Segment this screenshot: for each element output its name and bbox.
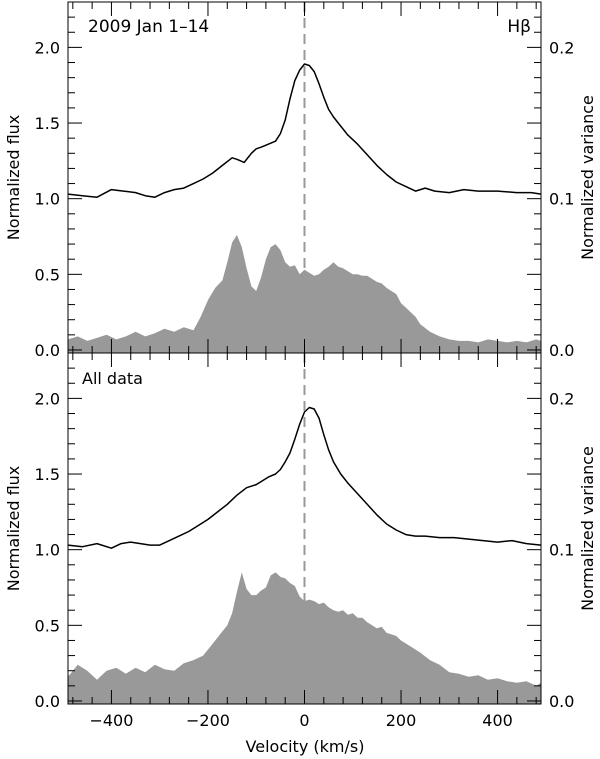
y-tick-label-left: 0.0 [35, 692, 60, 711]
y-axis-label-left: Normalized flux [4, 115, 23, 241]
panel-label: All data [82, 369, 143, 388]
y-tick-label-left: 0.5 [35, 265, 60, 284]
panel-bottom: 0.0 0.5 1.0 1.5 2.0 0.0 0.1 0.2 −400 −200 0 200 400 N… [4, 352, 597, 730]
y-tick-label-right: 0.1 [549, 541, 574, 560]
y-tick-label-right: 0.0 [549, 341, 574, 360]
y-tick-label-right: 0.2 [549, 389, 574, 408]
x-axis-label: Velocity (km/s) [246, 737, 365, 756]
x-tick-label: 400 [482, 711, 513, 730]
variance-area-series [68, 572, 541, 704]
y-tick-label-left: 0.0 [35, 341, 60, 360]
y-tick-label-right: 0.2 [549, 38, 574, 57]
y-axis-label-right: Normalized variance [578, 446, 597, 611]
y-tick-label-left: 1.0 [35, 541, 60, 560]
x-tick-label: 0 [299, 711, 309, 730]
y-tick-label-left: 1.5 [35, 114, 60, 133]
y-axis-label-left: Normalized flux [4, 466, 23, 592]
y-tick-label-left: 2.0 [35, 389, 60, 408]
y-tick-label-right: 0.1 [549, 190, 574, 209]
x-tick-label: 200 [386, 711, 417, 730]
y-tick-label-left: 1.5 [35, 465, 60, 484]
y-axis-label-right: Normalized variance [578, 95, 597, 260]
panel-top: 0.0 0.5 1.0 1.5 2.0 0.0 0.1 0.2 Normalized flux N… [4, 1, 597, 360]
panel-label: 2009 Jan 1–14 [88, 17, 209, 37]
y-tick-label-left: 1.0 [35, 190, 60, 209]
x-tick-label: −200 [186, 711, 230, 730]
y-tick-label-left: 2.0 [35, 38, 60, 57]
flux-line-series [67, 406, 542, 549]
x-tick-label: −400 [89, 711, 133, 730]
y-tick-label-left: 0.5 [35, 616, 60, 635]
flux-line-series [67, 63, 542, 198]
line-label: Hβ [507, 17, 531, 37]
y-tick-label-right: 0.0 [549, 692, 574, 711]
